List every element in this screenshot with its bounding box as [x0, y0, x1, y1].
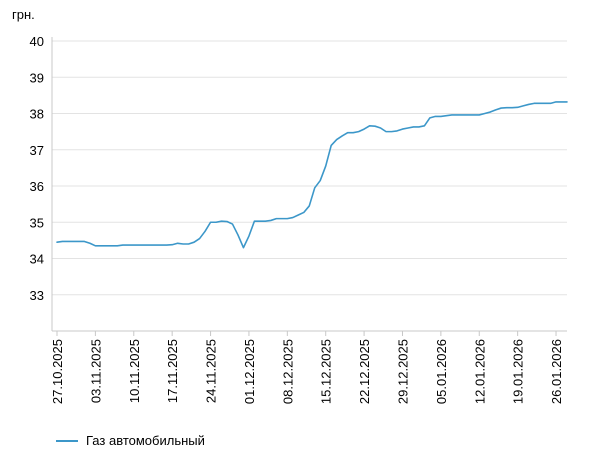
y-tick-label: 39	[30, 70, 44, 85]
y-tick-label: 40	[30, 34, 44, 49]
y-tick-label: 33	[30, 288, 44, 303]
x-tick-label: 26.01.2026	[549, 339, 564, 404]
legend-swatch-icon	[56, 439, 78, 442]
x-tick-label: 15.12.2025	[319, 339, 334, 404]
gridlines	[52, 40, 567, 296]
x-tick-label: 27.10.2025	[50, 339, 65, 404]
y-tick-label: 35	[30, 215, 44, 230]
y-tick-label: 37	[30, 143, 44, 158]
x-tick-label: 05.01.2026	[434, 339, 449, 404]
x-tick-label: 08.12.2025	[280, 339, 295, 404]
y-axis-ticks: 33 34 35 36 37 38 39 40	[30, 34, 44, 303]
legend-label: Газ автомобильный	[86, 433, 205, 448]
x-tick-label: 01.12.2025	[242, 339, 257, 404]
y-tick-label: 34	[30, 252, 44, 267]
y-tick-label: 38	[30, 107, 44, 122]
x-tick-label: 22.12.2025	[357, 339, 372, 404]
x-tick-label: 29.12.2025	[395, 339, 410, 404]
y-tick-label: 36	[30, 179, 44, 194]
x-tick-label: 17.11.2025	[165, 339, 180, 403]
axes	[51, 37, 567, 332]
series-layer	[56, 101, 568, 249]
y-axis-unit-label: грн.	[12, 7, 35, 22]
x-tick-label: 19.01.2026	[511, 339, 526, 404]
legend[interactable]: Газ автомобильный	[56, 433, 205, 448]
x-tick-label: 03.11.2025	[88, 339, 103, 403]
x-tick-label: 10.11.2025	[127, 339, 142, 403]
series-line	[56, 101, 568, 249]
x-tick-label: 12.01.2026	[472, 339, 487, 404]
x-tick-label: 24.11.2025	[204, 339, 219, 403]
x-axis-ticks: 27.10.2025 03.11.2025 10.11.2025 17.11.2025…	[50, 331, 564, 404]
